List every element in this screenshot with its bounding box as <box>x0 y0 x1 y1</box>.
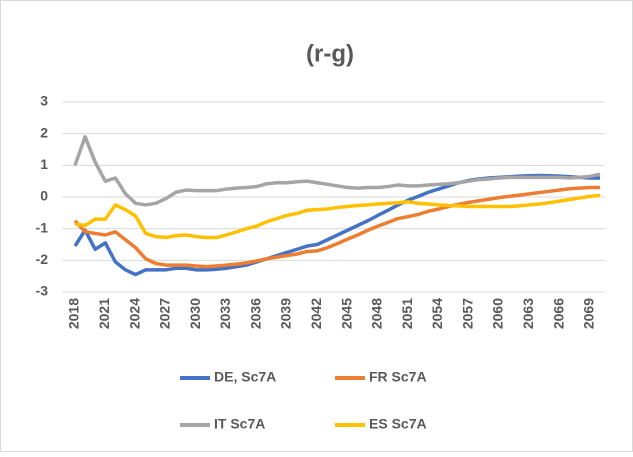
x-tick-label: 2051 <box>399 298 415 329</box>
legend-label: ES Sc7A <box>369 416 427 432</box>
x-tick-label: 2069 <box>581 298 597 329</box>
series-line <box>73 185 600 269</box>
x-tick-label: 2060 <box>490 298 506 329</box>
legend-label: IT Sc7A <box>214 416 265 432</box>
legend-label: DE, Sc7A <box>214 369 276 385</box>
series-line <box>73 135 601 207</box>
y-tick-label: 3 <box>40 93 48 109</box>
x-tick-label: 2042 <box>308 298 324 329</box>
x-tick-label: 2045 <box>338 298 354 329</box>
x-tick-label: 2063 <box>520 298 536 329</box>
x-tick-label: 2048 <box>369 298 385 329</box>
x-tick-label: 2057 <box>459 298 475 329</box>
x-tick-label: 2036 <box>247 298 263 329</box>
x-tick-label: 2027 <box>157 298 173 329</box>
x-tick-label: 2024 <box>126 298 142 329</box>
x-tick-label: 2039 <box>278 298 294 329</box>
y-tick-label: -2 <box>36 251 49 267</box>
x-tick-label: 2030 <box>187 298 203 329</box>
y-tick-label: 1 <box>40 156 48 172</box>
x-tick-label: 2018 <box>66 298 82 329</box>
x-tick-label: 2033 <box>217 298 233 329</box>
y-tick-label: -1 <box>36 219 49 235</box>
chart-title: (r-g) <box>306 40 354 67</box>
series-line <box>74 193 601 240</box>
x-tick-label: 2021 <box>96 298 112 329</box>
y-tick-label: 0 <box>40 188 48 204</box>
x-tick-label: 2066 <box>550 298 566 329</box>
x-tick-label: 2054 <box>429 298 445 329</box>
legend-label: FR Sc7A <box>369 369 427 385</box>
y-tick-label: -3 <box>36 283 49 299</box>
y-tick-label: 2 <box>40 124 48 140</box>
